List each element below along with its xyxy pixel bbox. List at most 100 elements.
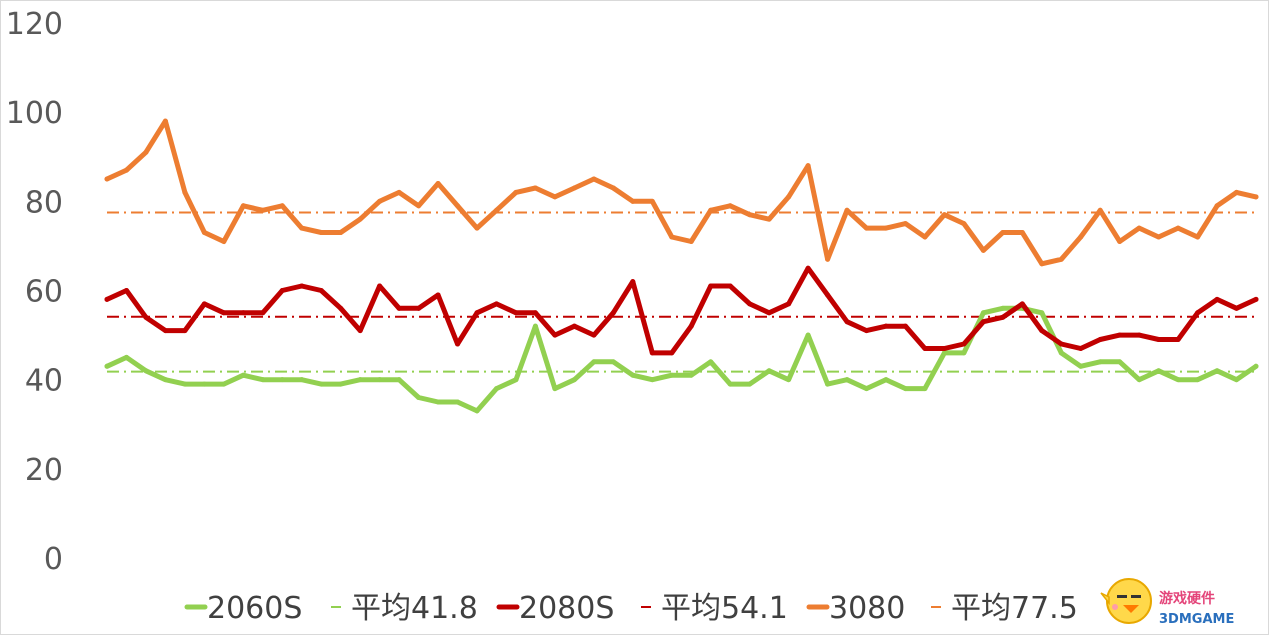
data-point-2-23: [552, 332, 558, 338]
data-point-0-43: [941, 350, 947, 356]
data-point-4-27: [630, 198, 636, 204]
data-point-4-45: [980, 247, 986, 253]
data-point-4-46: [1000, 230, 1006, 236]
data-point-0-44: [961, 350, 967, 356]
data-point-0-27: [630, 372, 636, 378]
data-point-0-57: [1214, 368, 1220, 374]
data-point-0-14: [377, 377, 383, 383]
watermark-text-cn: 游戏硬件: [1159, 590, 1215, 607]
data-point-0-10: [299, 377, 305, 383]
legend-item-4: 3080: [806, 591, 905, 626]
chick-mascot-icon: [1100, 578, 1152, 624]
data-point-2-2: [143, 314, 149, 320]
data-point-2-7: [240, 310, 246, 316]
data-point-2-1: [123, 288, 129, 293]
y-tick-label: 40: [25, 364, 63, 399]
data-point-2-16: [416, 305, 422, 311]
data-point-4-10: [299, 225, 305, 231]
data-point-0-32: [727, 381, 733, 387]
data-point-4-22: [532, 185, 538, 191]
data-point-2-43: [941, 345, 947, 351]
data-point-4-23: [552, 194, 558, 200]
data-point-0-16: [416, 395, 422, 400]
watermark-text-en: 3DMGAME: [1159, 612, 1234, 627]
data-point-4-38: [844, 207, 850, 213]
data-point-0-34: [766, 368, 772, 374]
legend-label-1: 平均41.8: [351, 591, 478, 626]
data-point-4-43: [941, 212, 947, 218]
data-point-2-24: [571, 323, 577, 329]
y-tick-label: 0: [44, 542, 63, 577]
data-point-2-41: [902, 323, 908, 329]
data-point-4-2: [143, 149, 149, 155]
data-point-4-52: [1117, 238, 1123, 244]
data-point-4-57: [1214, 203, 1220, 209]
data-point-4-28: [649, 198, 655, 204]
y-tick-label: 80: [25, 185, 63, 220]
data-point-2-52: [1117, 332, 1123, 338]
data-point-4-13: [357, 216, 363, 222]
data-point-0-29: [669, 372, 675, 378]
data-point-2-45: [980, 319, 986, 325]
data-point-4-24: [571, 185, 577, 191]
data-point-2-32: [727, 283, 733, 289]
data-point-0-38: [844, 377, 850, 383]
data-point-0-33: [747, 381, 753, 387]
data-point-2-30: [688, 323, 694, 329]
data-point-4-35: [786, 194, 792, 200]
data-point-2-28: [649, 350, 655, 356]
series-line-4: [104, 118, 1259, 267]
data-point-2-48: [1039, 328, 1045, 334]
data-point-2-27: [630, 279, 636, 285]
data-point-0-17: [435, 399, 441, 405]
data-point-0-56: [1195, 377, 1201, 383]
data-point-2-22: [532, 310, 538, 316]
y-tick-label: 60: [25, 275, 63, 310]
data-point-2-29: [669, 350, 675, 356]
data-point-0-18: [455, 399, 461, 405]
y-tick-label: 120: [6, 7, 63, 42]
data-point-2-54: [1156, 337, 1162, 343]
legend-item-3: 平均54.1: [641, 591, 788, 626]
data-point-0-3: [162, 377, 168, 383]
data-point-4-47: [1019, 230, 1025, 236]
data-point-4-5: [201, 230, 207, 236]
data-point-2-35: [786, 301, 792, 307]
series-lines: [104, 118, 1259, 414]
legend: 2060S 平均41.8 2080S 平均54.1 3080 平均77.5: [184, 591, 1078, 626]
legend-label-5: 平均77.5: [951, 591, 1078, 626]
data-point-2-56: [1195, 310, 1201, 316]
y-tick-label: 20: [25, 453, 63, 488]
data-point-0-35: [786, 377, 792, 383]
data-point-0-6: [221, 381, 227, 387]
data-point-2-15: [396, 305, 402, 311]
data-point-2-33: [747, 301, 753, 307]
data-point-0-26: [610, 359, 616, 365]
data-point-0-1: [123, 354, 129, 360]
data-point-2-46: [1000, 314, 1006, 320]
legend-item-2: 2080S: [496, 591, 614, 626]
data-point-0-54: [1156, 368, 1162, 374]
data-point-4-6: [221, 238, 227, 244]
data-point-4-39: [864, 225, 870, 231]
data-point-4-12: [338, 230, 344, 236]
data-point-4-3: [162, 118, 168, 124]
data-point-2-34: [766, 310, 772, 316]
data-point-0-37: [825, 381, 831, 387]
data-point-4-26: [610, 185, 616, 191]
series-line-2: [104, 265, 1259, 356]
data-point-4-54: [1156, 234, 1162, 240]
data-point-2-18: [455, 341, 461, 347]
data-point-4-20: [493, 207, 499, 213]
data-point-2-19: [474, 310, 480, 316]
y-axis-ticks: 0 20 40 60 80 100 120: [6, 7, 63, 577]
data-point-4-29: [669, 234, 675, 240]
data-point-0-30: [688, 372, 694, 378]
data-point-0-59: [1253, 363, 1259, 369]
data-point-4-19: [474, 225, 480, 231]
data-point-0-23: [552, 386, 558, 392]
data-point-4-42: [922, 234, 928, 240]
data-point-4-1: [123, 167, 129, 173]
data-point-4-9: [279, 203, 285, 209]
data-point-0-21: [513, 377, 519, 383]
